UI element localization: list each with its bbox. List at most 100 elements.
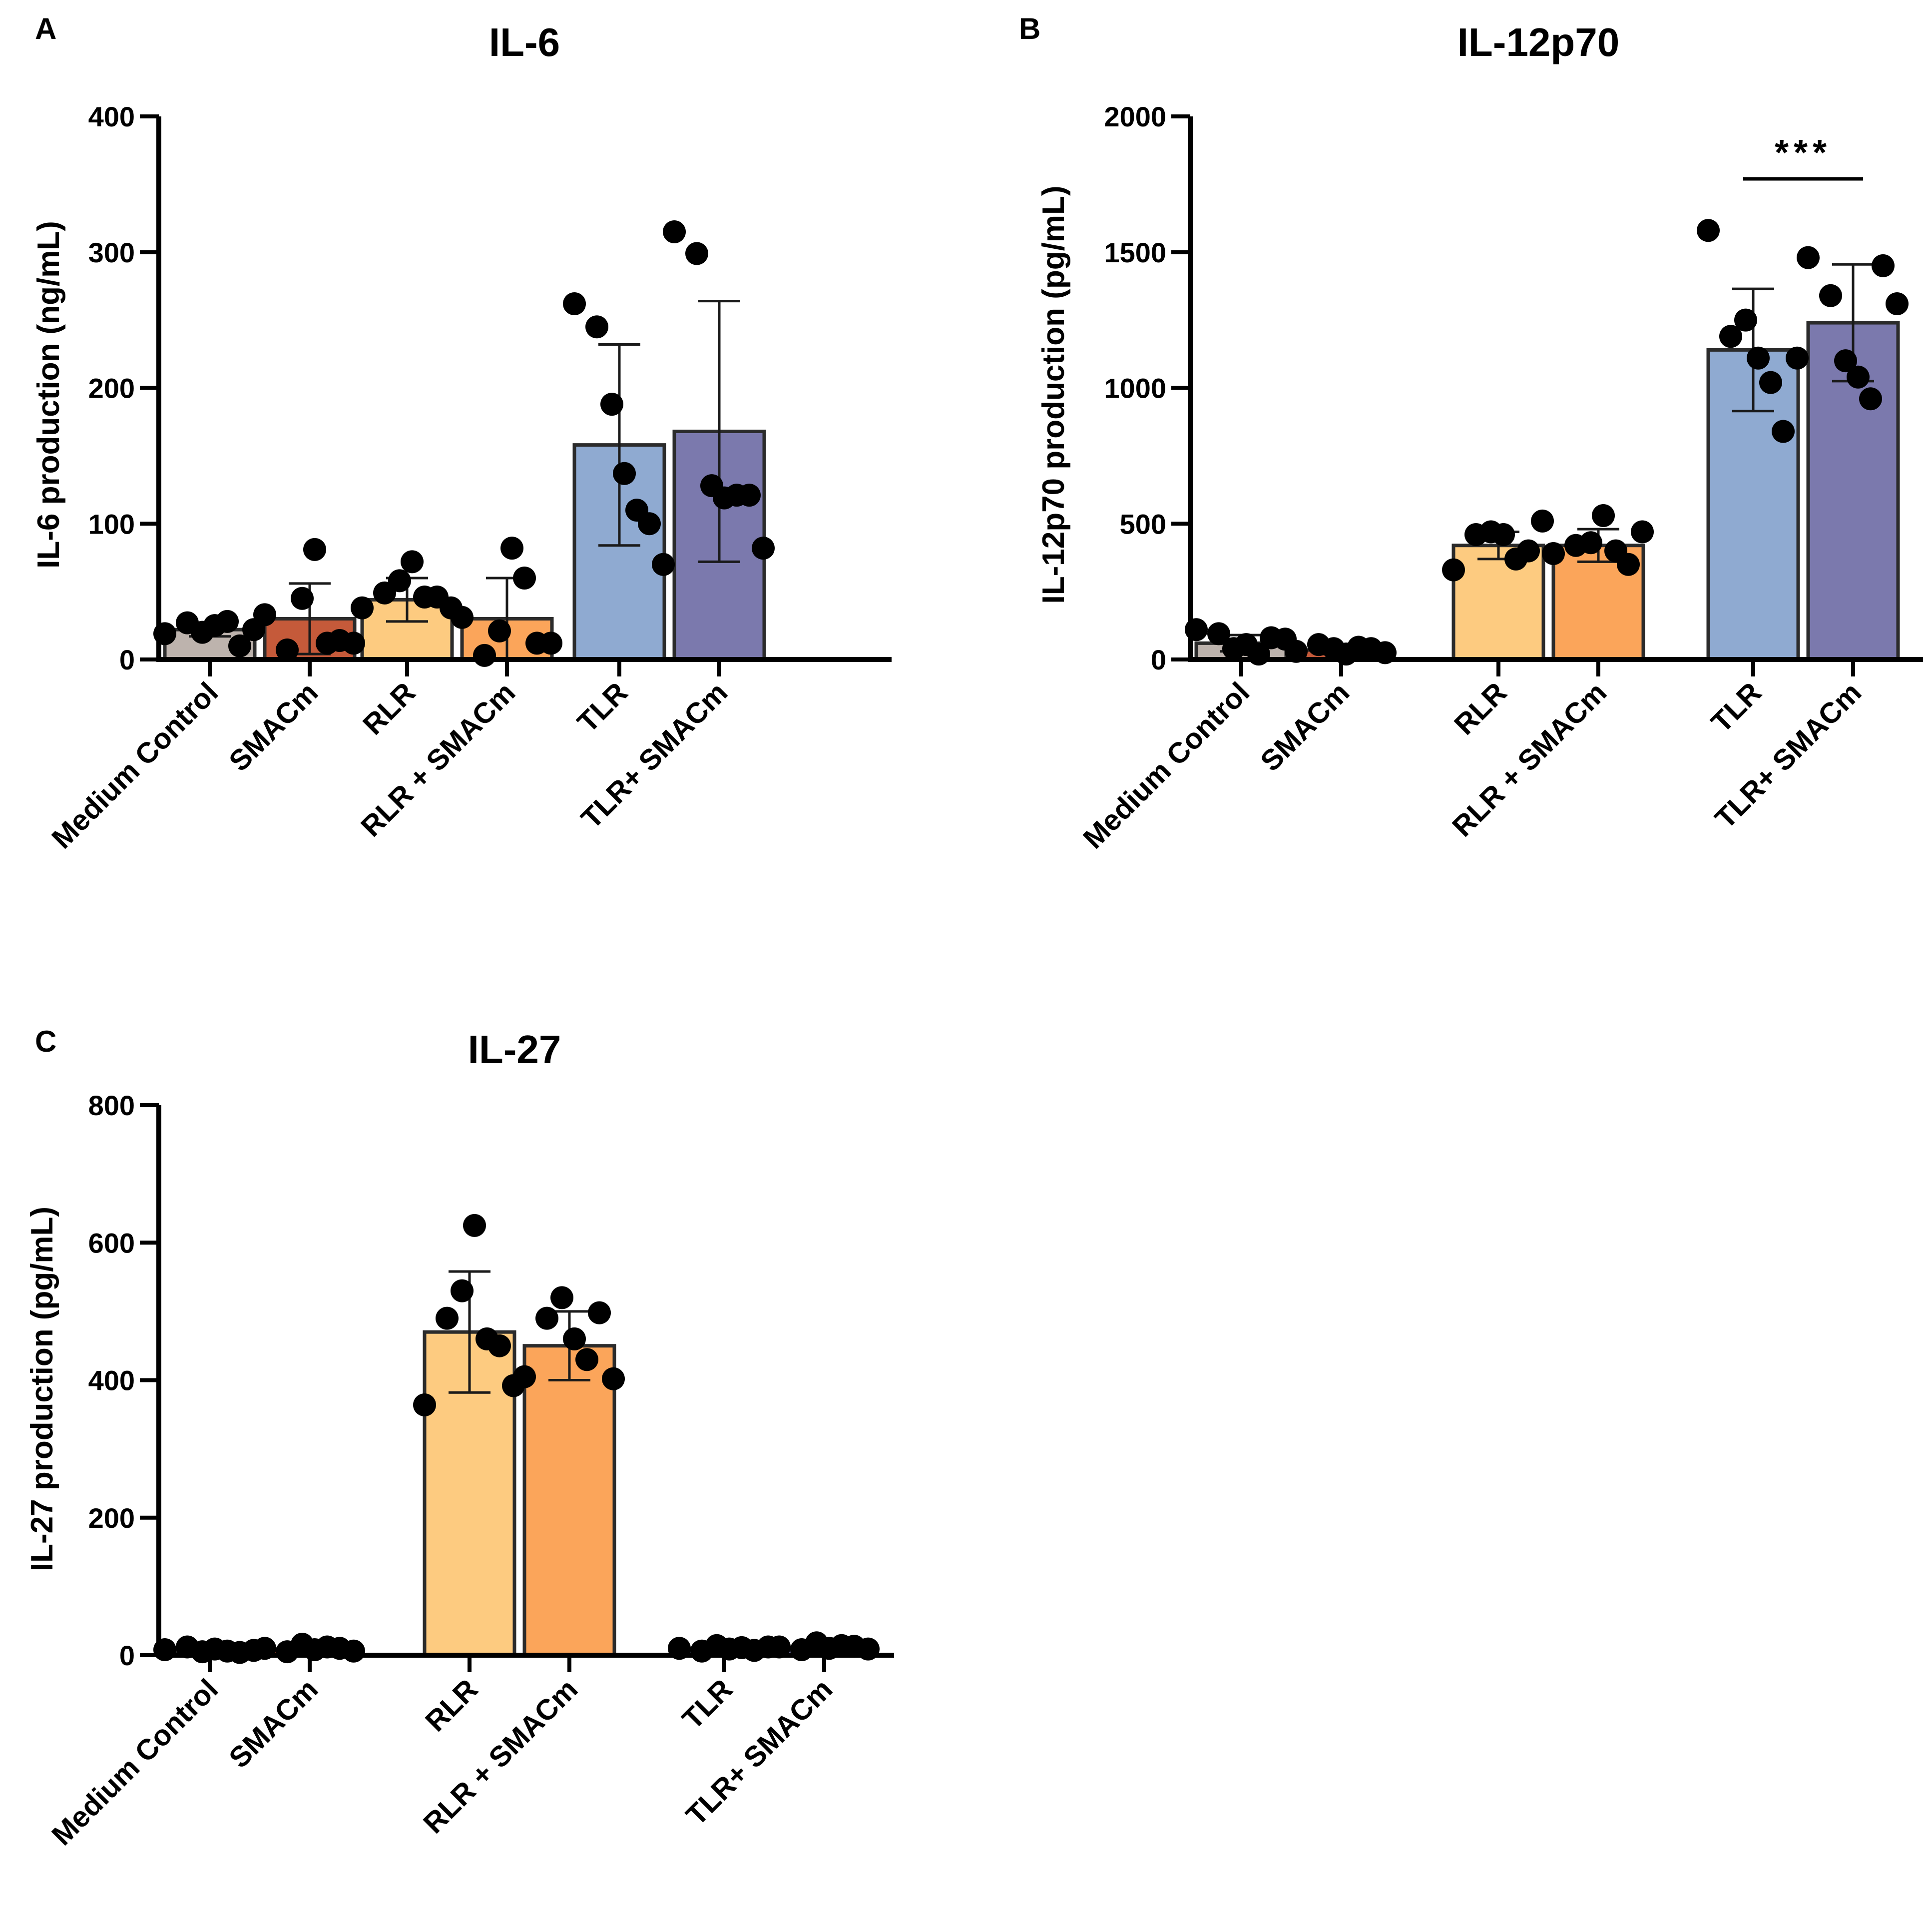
data-point xyxy=(638,512,661,536)
panel-letter: C xyxy=(35,1025,56,1058)
panel-letter: A xyxy=(35,12,56,45)
y-tick-label: 2000 xyxy=(1104,101,1166,132)
y-axis-label: IL-27 production (pg/mL) xyxy=(25,1207,59,1571)
category-label: RLR xyxy=(357,676,422,741)
data-point xyxy=(253,603,276,627)
category-label: TLR xyxy=(571,676,634,739)
error-bar-5 xyxy=(598,343,640,547)
chart-title: IL-12p70 xyxy=(1457,20,1620,64)
data-point xyxy=(1797,246,1820,269)
data-point xyxy=(488,1334,511,1357)
data-point xyxy=(1847,365,1870,389)
category-label: RLR xyxy=(1448,676,1513,741)
significance-label: *** xyxy=(1775,133,1832,173)
y-tick-label: 800 xyxy=(88,1090,135,1121)
category-label: SMACm xyxy=(1254,676,1356,777)
data-point xyxy=(1579,531,1602,555)
chart-title: IL-6 xyxy=(489,20,560,64)
data-point xyxy=(1819,284,1842,307)
y-axis-label: IL-6 production (ng/mL) xyxy=(31,221,66,569)
category-label: SMACm xyxy=(223,676,324,777)
data-point xyxy=(575,1348,598,1371)
data-point xyxy=(613,462,636,485)
category-label: TLR xyxy=(676,1673,739,1736)
y-tick-label: 500 xyxy=(1120,508,1166,540)
category-label: RLR xyxy=(419,1673,484,1738)
data-point xyxy=(1592,504,1615,527)
data-point xyxy=(500,537,523,560)
bar-4 xyxy=(522,1344,616,1657)
data-point xyxy=(388,569,411,593)
data-point xyxy=(1697,219,1720,242)
data-point xyxy=(276,638,299,661)
data-point xyxy=(342,1639,365,1663)
chart-panel-b: B IL-12p70 IL-12p70 production (pg/mL) 0 500… xyxy=(1019,12,1923,855)
data-point xyxy=(228,634,251,657)
data-point xyxy=(652,553,675,576)
category-label: Medium Control xyxy=(1077,676,1256,855)
y-tick-label: 1000 xyxy=(1104,373,1166,404)
data-point xyxy=(513,1365,536,1388)
y-tick-label: 0 xyxy=(119,644,135,675)
data-point xyxy=(1517,539,1540,563)
data-point xyxy=(1772,420,1795,443)
y-axis-label: IL-12p70 production (pg/mL) xyxy=(1036,186,1071,604)
data-point xyxy=(602,1367,625,1390)
chart-title: IL-27 xyxy=(468,1027,561,1072)
chart-panel-c: C IL-27 IL-27 production (pg/mL) 0 200 400 600… xyxy=(25,1025,894,1852)
category-label: TLR xyxy=(1705,676,1768,739)
panel-letter: B xyxy=(1019,12,1040,45)
data-point xyxy=(1834,349,1857,373)
data-point xyxy=(342,632,365,655)
data-point xyxy=(216,610,239,633)
data-point xyxy=(539,632,562,655)
data-point xyxy=(535,1306,558,1330)
data-point xyxy=(351,596,374,620)
data-point xyxy=(401,550,424,574)
data-point xyxy=(436,1306,459,1330)
data-point xyxy=(685,242,708,265)
data-point xyxy=(768,1635,791,1659)
data-point xyxy=(588,1301,611,1324)
data-point xyxy=(451,1279,474,1302)
data-point xyxy=(1734,308,1757,332)
data-point xyxy=(1786,346,1809,370)
data-point xyxy=(1859,387,1882,411)
data-point xyxy=(1759,371,1782,394)
data-point xyxy=(550,1286,573,1309)
data-point xyxy=(1442,558,1465,582)
data-point xyxy=(1617,553,1640,576)
data-point xyxy=(1872,254,1895,277)
data-point xyxy=(585,315,608,339)
y-tick-label: 600 xyxy=(88,1227,135,1259)
data-point xyxy=(451,606,474,629)
y-tick-label: 300 xyxy=(88,237,135,268)
y-tick-label: 100 xyxy=(88,508,135,540)
data-point xyxy=(1886,292,1909,316)
y-tick-label: 400 xyxy=(88,101,135,132)
y-tick-label: 1500 xyxy=(1104,237,1166,268)
data-point xyxy=(563,1327,586,1350)
y-tick-label: 0 xyxy=(1151,644,1166,675)
data-point xyxy=(738,484,761,507)
category-label: Medium Control xyxy=(45,1673,224,1852)
y-tick-label: 200 xyxy=(88,373,135,404)
data-point xyxy=(1207,622,1230,645)
data-point xyxy=(663,220,686,243)
category-label: Medium Control xyxy=(45,676,224,855)
data-point xyxy=(600,393,623,416)
data-point xyxy=(513,566,536,590)
y-tick-label: 400 xyxy=(88,1365,135,1396)
error-bar-6 xyxy=(698,300,740,563)
data-point xyxy=(1631,520,1654,544)
y-tick-label: 200 xyxy=(88,1502,135,1534)
data-point xyxy=(413,1393,436,1417)
data-point xyxy=(303,538,326,561)
data-point xyxy=(563,292,586,316)
data-point xyxy=(488,619,511,642)
chart-panel-a: A IL-6 IL-6 production (ng/mL) 0 100 200 300 40… xyxy=(31,12,892,855)
data-point xyxy=(752,537,775,560)
data-point xyxy=(463,1214,486,1237)
data-point xyxy=(1492,523,1515,546)
